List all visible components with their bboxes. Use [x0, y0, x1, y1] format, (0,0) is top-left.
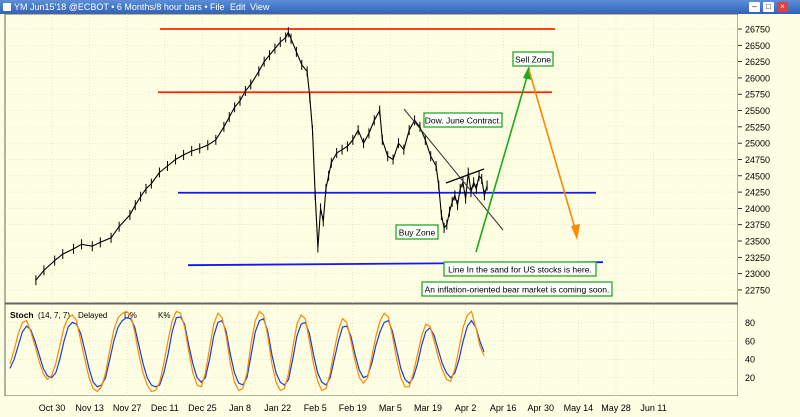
y-tick-label: 26000	[745, 73, 770, 83]
y-axis-strip	[738, 14, 800, 396]
menu-edit[interactable]: Edit	[230, 2, 246, 12]
stoch-legend-k: K%	[158, 311, 170, 320]
buy-zone-label-box	[395, 224, 439, 240]
sell-zone-label: Sell Zone	[515, 55, 551, 65]
dow-contract-label-box	[423, 112, 503, 128]
x-tick-label: Mar 19	[414, 403, 442, 413]
y-tick-label: 24250	[745, 188, 770, 198]
down-arrow-line	[528, 69, 577, 233]
menu-file[interactable]: File	[210, 2, 225, 12]
price-series-line	[35, 30, 488, 281]
bear-market-label: An inflation-oriented bear market is com…	[425, 285, 610, 295]
y-tick-label: 26250	[745, 57, 770, 67]
stoch-status: Delayed	[78, 311, 107, 320]
minimize-button[interactable]: –	[749, 2, 760, 12]
up-arrow-line	[475, 69, 530, 253]
y-tick-label: 23250	[745, 253, 770, 263]
title-bar[interactable]: YM Jun15'18 @ECBOT • 6 Months/8 hour bar…	[0, 0, 800, 14]
x-tick-label: Apr 2	[455, 403, 477, 413]
maximize-button[interactable]: □	[763, 2, 774, 12]
y-tick-label: 22750	[745, 285, 770, 295]
x-tick-label: Nov 27	[113, 403, 142, 413]
price-panel	[4, 13, 739, 304]
y-tick-label: 26750	[745, 25, 770, 35]
y-tick-label: 24500	[745, 171, 770, 181]
line-in-sand-label-box	[443, 261, 597, 277]
app-icon	[3, 3, 11, 11]
y-tick-label: 24750	[745, 155, 770, 165]
y-tick-label: 23000	[745, 269, 770, 279]
x-tick-label: Feb 5	[304, 403, 327, 413]
window-title: YM Jun15'18 @ECBOT • 6 Months/8 hour bar…	[14, 2, 208, 12]
y-tick-label: 25750	[745, 90, 770, 100]
x-tick-label: Mar 5	[379, 403, 402, 413]
y-tick-label: 24000	[745, 204, 770, 214]
x-tick-label: Jan 22	[264, 403, 291, 413]
wedge-line	[445, 168, 485, 184]
stoch-tick-label: 80	[745, 318, 755, 328]
x-tick-label: Dec 25	[188, 403, 217, 413]
x-tick-label: Jan 8	[229, 403, 251, 413]
downtrend-line	[403, 108, 504, 231]
stoch-tick-label: 40	[745, 355, 755, 365]
x-tick-label: Jun 11	[640, 403, 666, 413]
x-tick-label: Oct 30	[39, 403, 66, 413]
x-tick-label: Feb 19	[339, 403, 367, 413]
close-button[interactable]: ×	[777, 2, 788, 12]
stoch-panel	[4, 303, 739, 397]
y-tick-label: 25250	[745, 122, 770, 132]
stoch-title: Stoch	[10, 310, 34, 320]
stoch-tick-label: 60	[745, 336, 755, 346]
y-tick-label: 26500	[745, 41, 770, 51]
y-tick-label: 23750	[745, 220, 770, 230]
dow-contract-label: Dow. June Contract.	[425, 116, 502, 126]
up-arrow-head	[523, 66, 532, 80]
menu-view[interactable]: View	[250, 2, 270, 12]
x-tick-label: May 28	[601, 403, 631, 413]
x-tick-label: Apr 30	[528, 403, 555, 413]
x-tick-label: May 14	[564, 403, 594, 413]
buy-zone-label: Buy Zone	[399, 228, 436, 238]
x-tick-label: Dec 11	[151, 403, 179, 413]
x-tick-label: Apr 16	[490, 403, 517, 413]
down-arrow-head	[571, 224, 580, 240]
y-tick-label: 25000	[745, 139, 770, 149]
y-tick-label: 23500	[745, 237, 770, 247]
sell-zone-label-box	[512, 51, 554, 67]
stoch-tick-label: 20	[745, 373, 755, 383]
y-tick-label: 25500	[745, 106, 770, 116]
stoch-d-line	[9, 316, 485, 388]
stoch-params: (14, 7, 7)	[38, 311, 70, 320]
line-in-sand-label: Line In the sand for US stocks is here.	[448, 265, 592, 275]
bear-market-label-box	[421, 281, 613, 297]
x-axis-strip	[0, 396, 800, 417]
x-tick-label: Nov 13	[75, 403, 104, 413]
stoch-k-line	[9, 310, 485, 393]
